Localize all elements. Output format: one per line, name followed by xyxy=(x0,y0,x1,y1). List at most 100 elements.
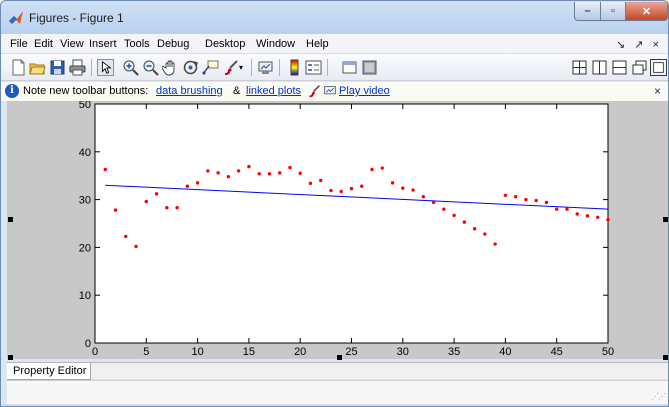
scatter-point xyxy=(524,197,528,202)
scatter-point xyxy=(339,189,343,194)
axes-area[interactable] xyxy=(94,103,609,344)
scatter-point xyxy=(360,184,364,188)
open-file-icon[interactable] xyxy=(29,59,46,76)
menu-window[interactable]: Window xyxy=(256,38,296,50)
brush-dropdown-icon[interactable]: ▾ xyxy=(239,63,244,72)
close-window-button[interactable]: ✕ xyxy=(625,2,668,21)
scatter-point xyxy=(493,242,497,246)
maximize-button[interactable]: ▫ xyxy=(600,2,626,21)
brush-icon xyxy=(309,85,320,98)
x-tick-label: 35 xyxy=(448,346,460,358)
scatter-point xyxy=(144,199,148,204)
new-figure-icon[interactable] xyxy=(10,59,27,76)
x-tick-label: 40 xyxy=(499,346,511,358)
pan-hand-icon[interactable] xyxy=(162,59,179,76)
figure-toolbar: ▾ xyxy=(1,54,668,81)
scatter-point xyxy=(585,214,590,218)
float-icon[interactable] xyxy=(631,59,648,76)
scatter-point xyxy=(462,220,467,224)
print-icon[interactable] xyxy=(69,59,86,76)
resize-handle[interactable] xyxy=(663,217,668,222)
undock-controls[interactable]: ↘ ↗ × xyxy=(616,39,662,51)
scatter-point xyxy=(308,181,313,186)
scatter-point xyxy=(298,171,302,176)
toolbar-separator xyxy=(91,59,92,76)
menu-file[interactable]: File xyxy=(10,38,28,50)
scatter-point xyxy=(175,206,179,210)
matlab-logo-icon xyxy=(9,11,23,24)
property-editor-tabbar: Property Editor xyxy=(7,362,668,380)
menu-insert[interactable]: Insert xyxy=(89,38,117,50)
link-plot-icon xyxy=(324,86,336,95)
resize-handle[interactable] xyxy=(663,355,668,360)
toolbar-separator xyxy=(327,59,328,76)
scatter-point xyxy=(544,200,549,205)
resize-handle[interactable] xyxy=(8,355,13,360)
scatter-point xyxy=(513,195,518,199)
edit-plot-arrow-icon[interactable] xyxy=(97,59,114,76)
dock-icon[interactable] xyxy=(650,59,667,76)
scatter-point xyxy=(442,207,446,211)
info-icon: i xyxy=(5,84,19,98)
scatter-point xyxy=(154,192,159,196)
split-horizontal-icon[interactable] xyxy=(611,59,628,76)
resize-handle[interactable] xyxy=(8,217,13,222)
menu-debug[interactable]: Debug xyxy=(157,38,190,50)
scatter-point xyxy=(329,188,333,193)
scatter-point xyxy=(134,244,138,249)
y-tick-label: 20 xyxy=(79,242,91,254)
menu-edit[interactable]: Edit xyxy=(34,38,53,50)
data-cursor-icon[interactable] xyxy=(202,59,219,76)
data-brushing-link[interactable]: data brushing xyxy=(156,85,223,97)
scatter-point xyxy=(236,169,241,173)
scatter-point xyxy=(503,193,508,197)
menu-help[interactable]: Help xyxy=(306,38,329,50)
rotate-3d-icon[interactable] xyxy=(182,59,199,76)
scatter-point xyxy=(277,171,282,175)
show-plot-tools-icon[interactable] xyxy=(361,59,378,76)
scatter-point xyxy=(534,198,538,203)
x-tick-label: 45 xyxy=(551,346,563,358)
brush-icon[interactable] xyxy=(222,59,239,76)
scatter-point xyxy=(103,167,107,172)
y-tick-label: 40 xyxy=(79,147,91,159)
scatter-point xyxy=(185,184,190,188)
close-icon[interactable]: × xyxy=(653,84,661,98)
fit-line xyxy=(105,184,609,210)
x-tick-label: 20 xyxy=(294,346,306,358)
window-bottom-edge xyxy=(1,404,668,406)
scatter-point xyxy=(401,186,405,190)
legend-icon[interactable] xyxy=(305,59,322,76)
colorbar-icon[interactable] xyxy=(286,59,303,76)
save-icon[interactable] xyxy=(49,59,66,76)
scatter-point xyxy=(452,213,456,218)
toolbar-separator xyxy=(279,59,280,76)
x-tick-label: 5 xyxy=(143,346,149,358)
minimize-button[interactable]: – xyxy=(574,2,601,21)
window-title: Figures - Figure 1 xyxy=(29,11,124,25)
zoom-in-icon[interactable] xyxy=(122,59,139,76)
axes-plot[interactable]: 0 5 10 15 20 25 30 35 40 45 50 0 10 20 30 40 50 xyxy=(1,101,669,363)
scatter-point xyxy=(257,172,261,176)
x-tick-label: 15 xyxy=(243,346,255,358)
scatter-point xyxy=(380,166,384,170)
menu-tools[interactable]: Tools xyxy=(124,38,150,50)
title-bar[interactable]: Figures - Figure 1 – ▫ ✕ xyxy=(1,1,668,34)
resize-handle[interactable] xyxy=(337,355,342,360)
zoom-out-icon[interactable] xyxy=(142,59,159,76)
play-video-link[interactable]: Play video xyxy=(339,85,390,97)
property-editor-tab[interactable]: Property Editor xyxy=(7,363,91,380)
menu-view[interactable]: View xyxy=(60,38,84,50)
linked-plots-link[interactable]: linked plots xyxy=(246,85,302,97)
x-tick-label: 25 xyxy=(345,346,357,358)
property-editor-panel: ⋰⋰ xyxy=(7,380,668,404)
resize-grip-icon[interactable]: ⋰⋰ xyxy=(651,392,666,401)
split-vertical-icon[interactable] xyxy=(591,59,608,76)
hide-plot-tools-icon[interactable] xyxy=(341,59,358,76)
link-plot-icon[interactable] xyxy=(257,59,274,76)
x-tick-label: 0 xyxy=(92,346,98,358)
scatter-point xyxy=(226,174,231,179)
tile-grid-icon[interactable] xyxy=(571,59,588,76)
menu-desktop[interactable]: Desktop xyxy=(205,38,246,50)
